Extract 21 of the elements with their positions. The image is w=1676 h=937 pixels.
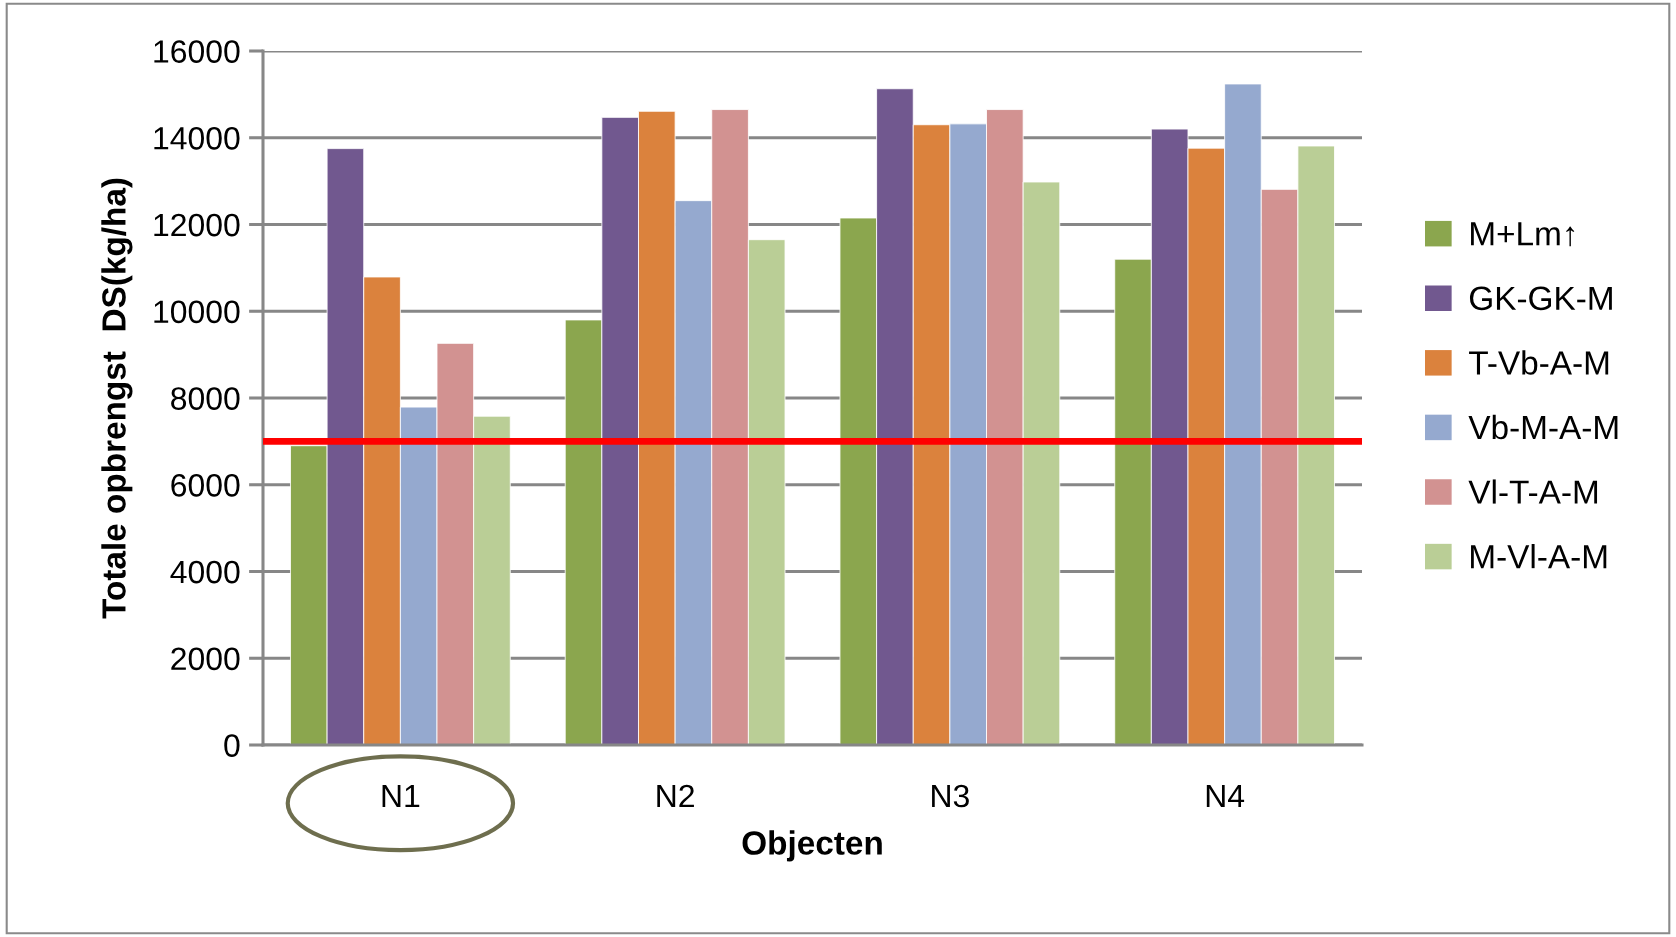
y-tick-label: 2000 <box>171 647 240 671</box>
x-tick-label: N3 <box>932 784 969 808</box>
y-tick-label: 12000 <box>154 213 240 237</box>
legend-label: T-Vb-A-M <box>1469 350 1609 375</box>
x-tick-label: N4 <box>1206 785 1245 808</box>
y-tick-label: 4000 <box>170 560 240 584</box>
y-tick-label: 0 <box>224 734 240 757</box>
y-tick-label: 8000 <box>171 387 240 410</box>
y-tick-label: 6000 <box>171 474 240 497</box>
legend-label: M+Lm↑ <box>1471 222 1575 247</box>
y-axis-title: Totale opbrengst DS(kg/ha) <box>101 178 133 619</box>
legend-label: GK-GK-M <box>1469 286 1612 311</box>
y-tick-label: 16000 <box>154 40 240 63</box>
x-axis-title: Objecten <box>742 830 882 862</box>
legend-label: M-Vl-A-M <box>1471 544 1607 569</box>
x-tick-label: N2 <box>657 784 694 808</box>
legend-label: Vl-T-A-M <box>1468 479 1598 504</box>
y-tick-label: 14000 <box>154 127 240 150</box>
x-tick-label: N1 <box>382 785 420 808</box>
legend-label: Vb-M-A-M <box>1468 414 1618 440</box>
y-tick-label: 10000 <box>154 300 240 324</box>
